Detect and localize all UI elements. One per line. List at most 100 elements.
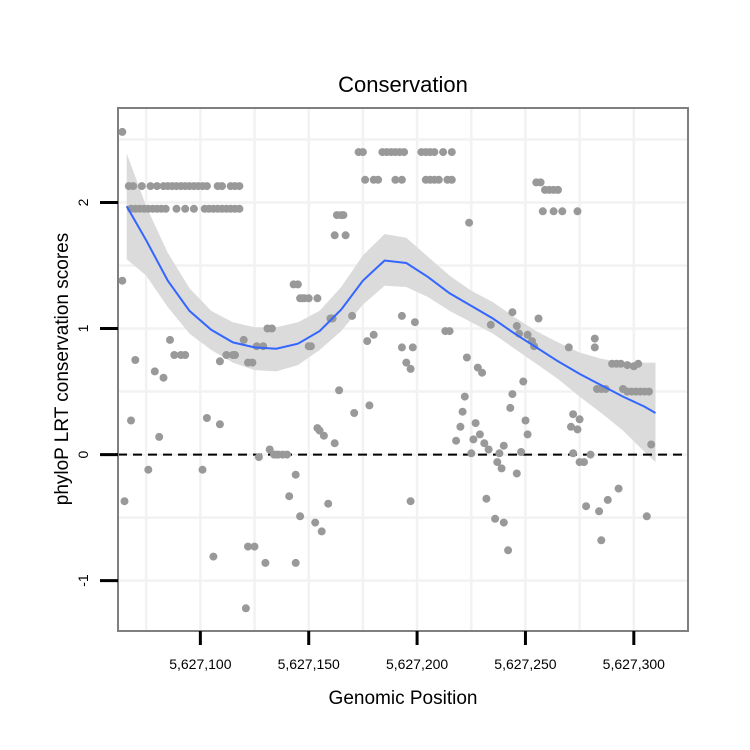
data-point bbox=[460, 392, 469, 401]
data-point bbox=[150, 367, 159, 376]
data-point bbox=[397, 343, 406, 352]
y-tick-label: 0 bbox=[75, 450, 91, 458]
data-point bbox=[554, 185, 562, 194]
data-point bbox=[161, 204, 170, 213]
data-point bbox=[391, 175, 400, 184]
data-point bbox=[482, 494, 491, 503]
y-tick-label: 2 bbox=[75, 198, 91, 206]
data-point bbox=[447, 148, 456, 157]
data-point bbox=[447, 175, 456, 184]
data-point bbox=[480, 439, 489, 448]
data-point bbox=[569, 410, 578, 419]
data-point bbox=[597, 536, 606, 545]
x-axis-label: Genomic Position bbox=[329, 688, 478, 709]
data-point bbox=[456, 422, 465, 431]
x-tick-label: 5,627,250 bbox=[494, 656, 556, 672]
data-point bbox=[478, 368, 487, 377]
data-point bbox=[471, 419, 480, 428]
data-point bbox=[499, 441, 508, 450]
data-point bbox=[642, 512, 651, 521]
data-point bbox=[445, 327, 454, 336]
data-point bbox=[590, 343, 599, 352]
data-point bbox=[239, 335, 248, 344]
data-point bbox=[235, 204, 244, 213]
data-point bbox=[248, 358, 257, 367]
data-point bbox=[521, 416, 530, 425]
data-point bbox=[536, 178, 545, 187]
data-point bbox=[508, 308, 517, 317]
data-point bbox=[198, 465, 207, 474]
data-point bbox=[430, 148, 439, 157]
data-point bbox=[137, 182, 146, 191]
data-point bbox=[222, 351, 231, 359]
y-axis-label: phyloP LRT conservation scores bbox=[52, 233, 73, 506]
data-point bbox=[623, 361, 632, 370]
data-point bbox=[534, 314, 543, 323]
data-point bbox=[595, 507, 604, 516]
data-point bbox=[614, 484, 623, 493]
data-point bbox=[231, 351, 239, 359]
data-point bbox=[647, 440, 656, 449]
data-point bbox=[330, 439, 339, 448]
data-point bbox=[330, 231, 339, 240]
data-point bbox=[296, 512, 305, 521]
data-point bbox=[491, 514, 500, 523]
data-point bbox=[410, 318, 419, 327]
data-point bbox=[512, 322, 521, 330]
data-point bbox=[267, 324, 276, 333]
data-point bbox=[365, 401, 374, 410]
data-point bbox=[499, 518, 508, 527]
data-point bbox=[569, 449, 578, 458]
data-points-layer bbox=[118, 127, 656, 613]
data-point bbox=[469, 435, 478, 444]
axis-layer: 5,627,100 5,627,150 5,627,200 5,627,250 5,62… bbox=[75, 198, 665, 672]
data-point bbox=[493, 458, 502, 467]
data-point bbox=[317, 527, 326, 536]
data-point bbox=[235, 182, 244, 191]
data-point bbox=[244, 542, 252, 551]
smooth-line bbox=[125, 205, 657, 414]
data-point bbox=[452, 436, 461, 445]
data-point bbox=[283, 450, 291, 459]
data-point bbox=[508, 390, 517, 399]
data-point bbox=[575, 415, 584, 424]
data-point bbox=[285, 492, 294, 501]
y-tick-label: -1 bbox=[75, 574, 91, 587]
data-point bbox=[519, 377, 528, 386]
data-point bbox=[564, 343, 573, 352]
data-point bbox=[549, 207, 558, 216]
data-point bbox=[215, 357, 224, 366]
data-point bbox=[350, 409, 359, 417]
data-point bbox=[634, 359, 643, 368]
data-point bbox=[475, 430, 484, 439]
data-point bbox=[558, 207, 567, 216]
data-point bbox=[319, 431, 328, 440]
data-point bbox=[324, 499, 333, 508]
data-point bbox=[458, 407, 467, 416]
data-point bbox=[218, 182, 226, 191]
data-point bbox=[645, 387, 653, 396]
data-point bbox=[465, 218, 474, 227]
data-point bbox=[118, 127, 127, 136]
data-point bbox=[406, 364, 415, 373]
data-point bbox=[567, 422, 575, 431]
data-point bbox=[406, 497, 415, 506]
data-point bbox=[181, 204, 190, 213]
data-point bbox=[358, 148, 367, 157]
data-point bbox=[590, 334, 599, 343]
data-point bbox=[467, 449, 476, 458]
data-point bbox=[517, 448, 526, 456]
data-point bbox=[131, 356, 140, 364]
data-point bbox=[434, 175, 443, 184]
x-tick-label: 5,627,200 bbox=[386, 656, 448, 672]
data-point bbox=[254, 453, 263, 462]
data-point bbox=[339, 211, 348, 220]
data-point bbox=[181, 351, 190, 359]
data-point bbox=[497, 464, 506, 473]
data-point bbox=[400, 148, 409, 157]
data-point bbox=[586, 450, 595, 459]
data-point bbox=[335, 386, 344, 395]
data-point bbox=[408, 343, 417, 352]
data-point bbox=[293, 280, 302, 289]
